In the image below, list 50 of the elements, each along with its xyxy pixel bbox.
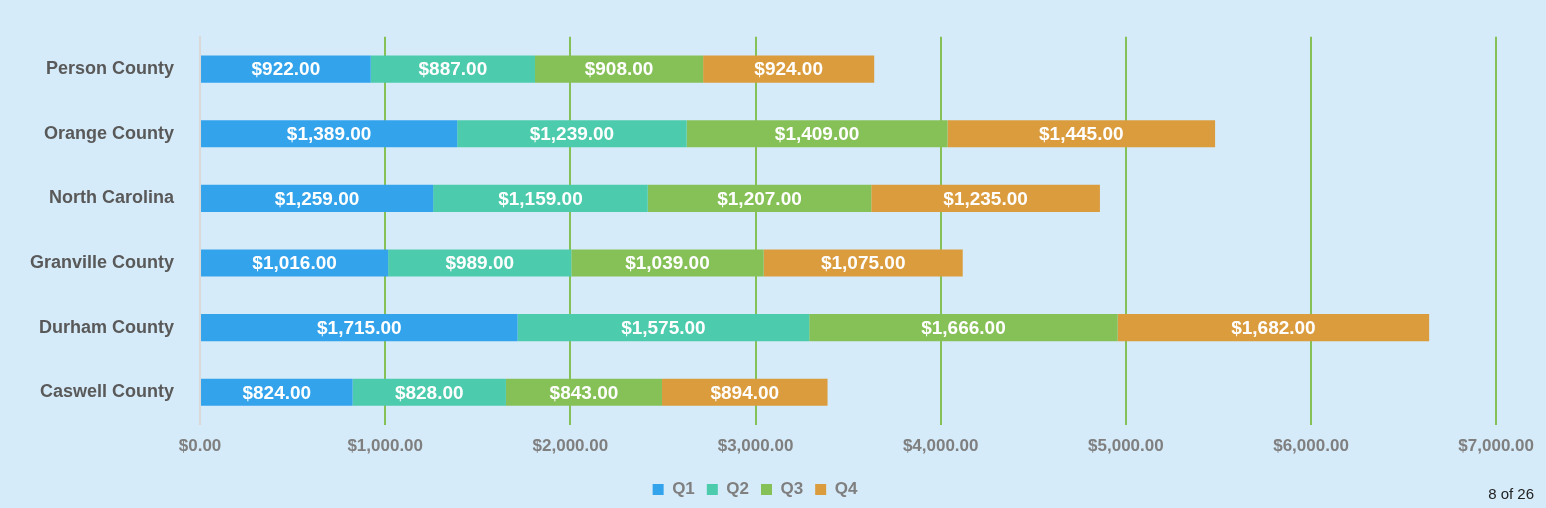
data-label: $989.00 — [445, 252, 515, 274]
bar — [388, 249, 572, 277]
data-label: $824.00 — [242, 381, 312, 403]
data-label: $1,239.00 — [529, 122, 615, 144]
x-tick-label: $7,000.00 — [1458, 436, 1535, 456]
data-label: $1,075.00 — [820, 252, 906, 274]
y-tick-label: Granville County — [30, 251, 175, 272]
data-label: $1,409.00 — [774, 122, 860, 144]
x-tick-label: $6,000.00 — [1273, 436, 1349, 456]
x-tick-label: $0.00 — [178, 436, 222, 456]
legend-label: Q3 — [780, 479, 804, 499]
data-label: $894.00 — [710, 381, 780, 403]
data-label: $1,259.00 — [274, 187, 360, 209]
y-tick-label: Durham County — [39, 316, 175, 337]
bar — [517, 314, 810, 342]
x-tick-label: $1,000.00 — [347, 436, 424, 456]
x-tick-label: $2,000.00 — [532, 436, 609, 456]
data-label: $908.00 — [584, 58, 654, 80]
data-label: $887.00 — [418, 58, 488, 80]
data-label: $1,016.00 — [252, 252, 337, 274]
bar — [201, 314, 518, 342]
y-tick-label: Orange County — [44, 122, 175, 143]
bar — [201, 249, 389, 277]
data-label: $1,575.00 — [621, 316, 706, 338]
data-label: $1,445.00 — [1039, 122, 1124, 144]
data-label: $828.00 — [394, 381, 464, 403]
x-tick-label: $4,000.00 — [902, 436, 979, 456]
x-tick-label: $3,000.00 — [717, 436, 794, 456]
legend-label: Q2 — [726, 479, 750, 499]
bar — [763, 249, 963, 277]
data-label: $1,039.00 — [625, 252, 710, 274]
bar — [1117, 314, 1430, 342]
data-label: $922.00 — [251, 58, 321, 80]
text: 8 of 26 — [1488, 484, 1534, 502]
data-label: $1,389.00 — [286, 122, 372, 144]
data-label: $1,715.00 — [317, 316, 402, 338]
x-tick-label: $5,000.00 — [1088, 436, 1164, 456]
bar — [947, 120, 1216, 148]
data-label: $843.00 — [549, 381, 619, 403]
data-label: $1,682.00 — [1231, 316, 1316, 338]
data-label: $924.00 — [754, 58, 824, 80]
legend-label: Q4 — [834, 479, 858, 499]
data-label: $1,159.00 — [498, 187, 583, 209]
y-tick-label: North Carolina — [49, 187, 176, 208]
y-tick-label: Caswell County — [40, 381, 175, 402]
data-label: $1,666.00 — [921, 316, 1006, 338]
data-label: $1,207.00 — [717, 187, 802, 209]
y-tick-label: Person County — [46, 58, 175, 79]
legend-label: Q1 — [672, 479, 695, 499]
data-label: $1,235.00 — [943, 187, 1028, 209]
